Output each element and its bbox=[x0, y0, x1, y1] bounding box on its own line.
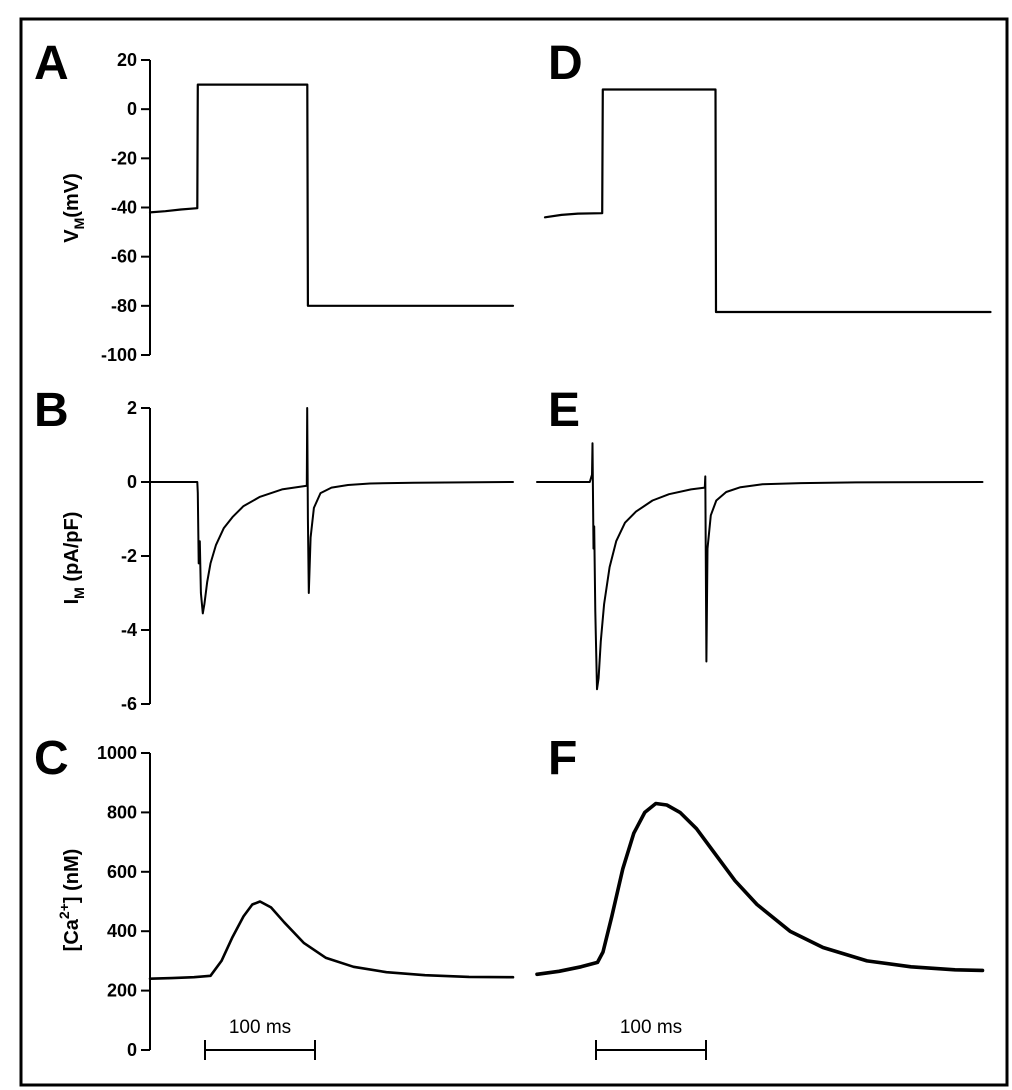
trace-panel-b bbox=[149, 407, 514, 615]
panel-label-d: D bbox=[548, 37, 583, 90]
y-tick-label: -100 bbox=[101, 345, 137, 365]
y-tick-label: 600 bbox=[107, 862, 137, 882]
y-tick-label: 2 bbox=[127, 398, 137, 418]
y-tick-label: 0 bbox=[127, 1040, 137, 1060]
axes-layer: 200-20-40-60-80-10020-2-4-61000800600400… bbox=[97, 50, 151, 1060]
y-axis-title-calcium: [Ca2+] (nM) bbox=[56, 849, 83, 952]
y-tick-label: -80 bbox=[111, 296, 137, 316]
y-axis-title-current: IM (pA/pF) bbox=[61, 512, 87, 605]
y-tick-label: 1000 bbox=[97, 743, 137, 763]
y-tick-label: 200 bbox=[107, 981, 137, 1001]
trace-panel-d bbox=[543, 88, 992, 314]
traces-layer bbox=[148, 83, 992, 980]
trace-panel-c bbox=[148, 900, 515, 980]
panel-label-e: E bbox=[548, 384, 580, 437]
y-tick-label: 20 bbox=[117, 50, 137, 70]
y-tick-label: 400 bbox=[107, 921, 137, 941]
y-tick-label: -6 bbox=[121, 694, 137, 714]
y-tick-label: -4 bbox=[121, 620, 137, 640]
y-tick-label: 0 bbox=[127, 99, 137, 119]
y-tick-label: 0 bbox=[127, 472, 137, 492]
panel-label-f: F bbox=[548, 732, 577, 785]
y-tick-label: -60 bbox=[111, 247, 137, 267]
panel-label-b: B bbox=[34, 384, 69, 437]
panel-label-a: A bbox=[34, 37, 69, 90]
scale-bar-label: 100 ms bbox=[620, 1017, 682, 1038]
trace-panel-f bbox=[535, 801, 985, 977]
scale-bar-label: 100 ms bbox=[229, 1017, 291, 1038]
trace-panel-e bbox=[536, 442, 984, 691]
y-tick-label: -2 bbox=[121, 546, 137, 566]
y-axis-title-voltage: VM(mV) bbox=[61, 173, 87, 242]
panel-label-c: C bbox=[34, 732, 69, 785]
figure-border bbox=[19, 17, 1009, 1087]
y-tick-label: -20 bbox=[111, 148, 137, 168]
y-tick-label: 800 bbox=[107, 802, 137, 822]
time-scale-bar-left: 100 ms bbox=[204, 1017, 316, 1060]
trace-panel-a bbox=[148, 83, 515, 307]
time-scale-bar-right: 100 ms bbox=[595, 1017, 707, 1060]
y-tick-label: -40 bbox=[111, 198, 137, 218]
